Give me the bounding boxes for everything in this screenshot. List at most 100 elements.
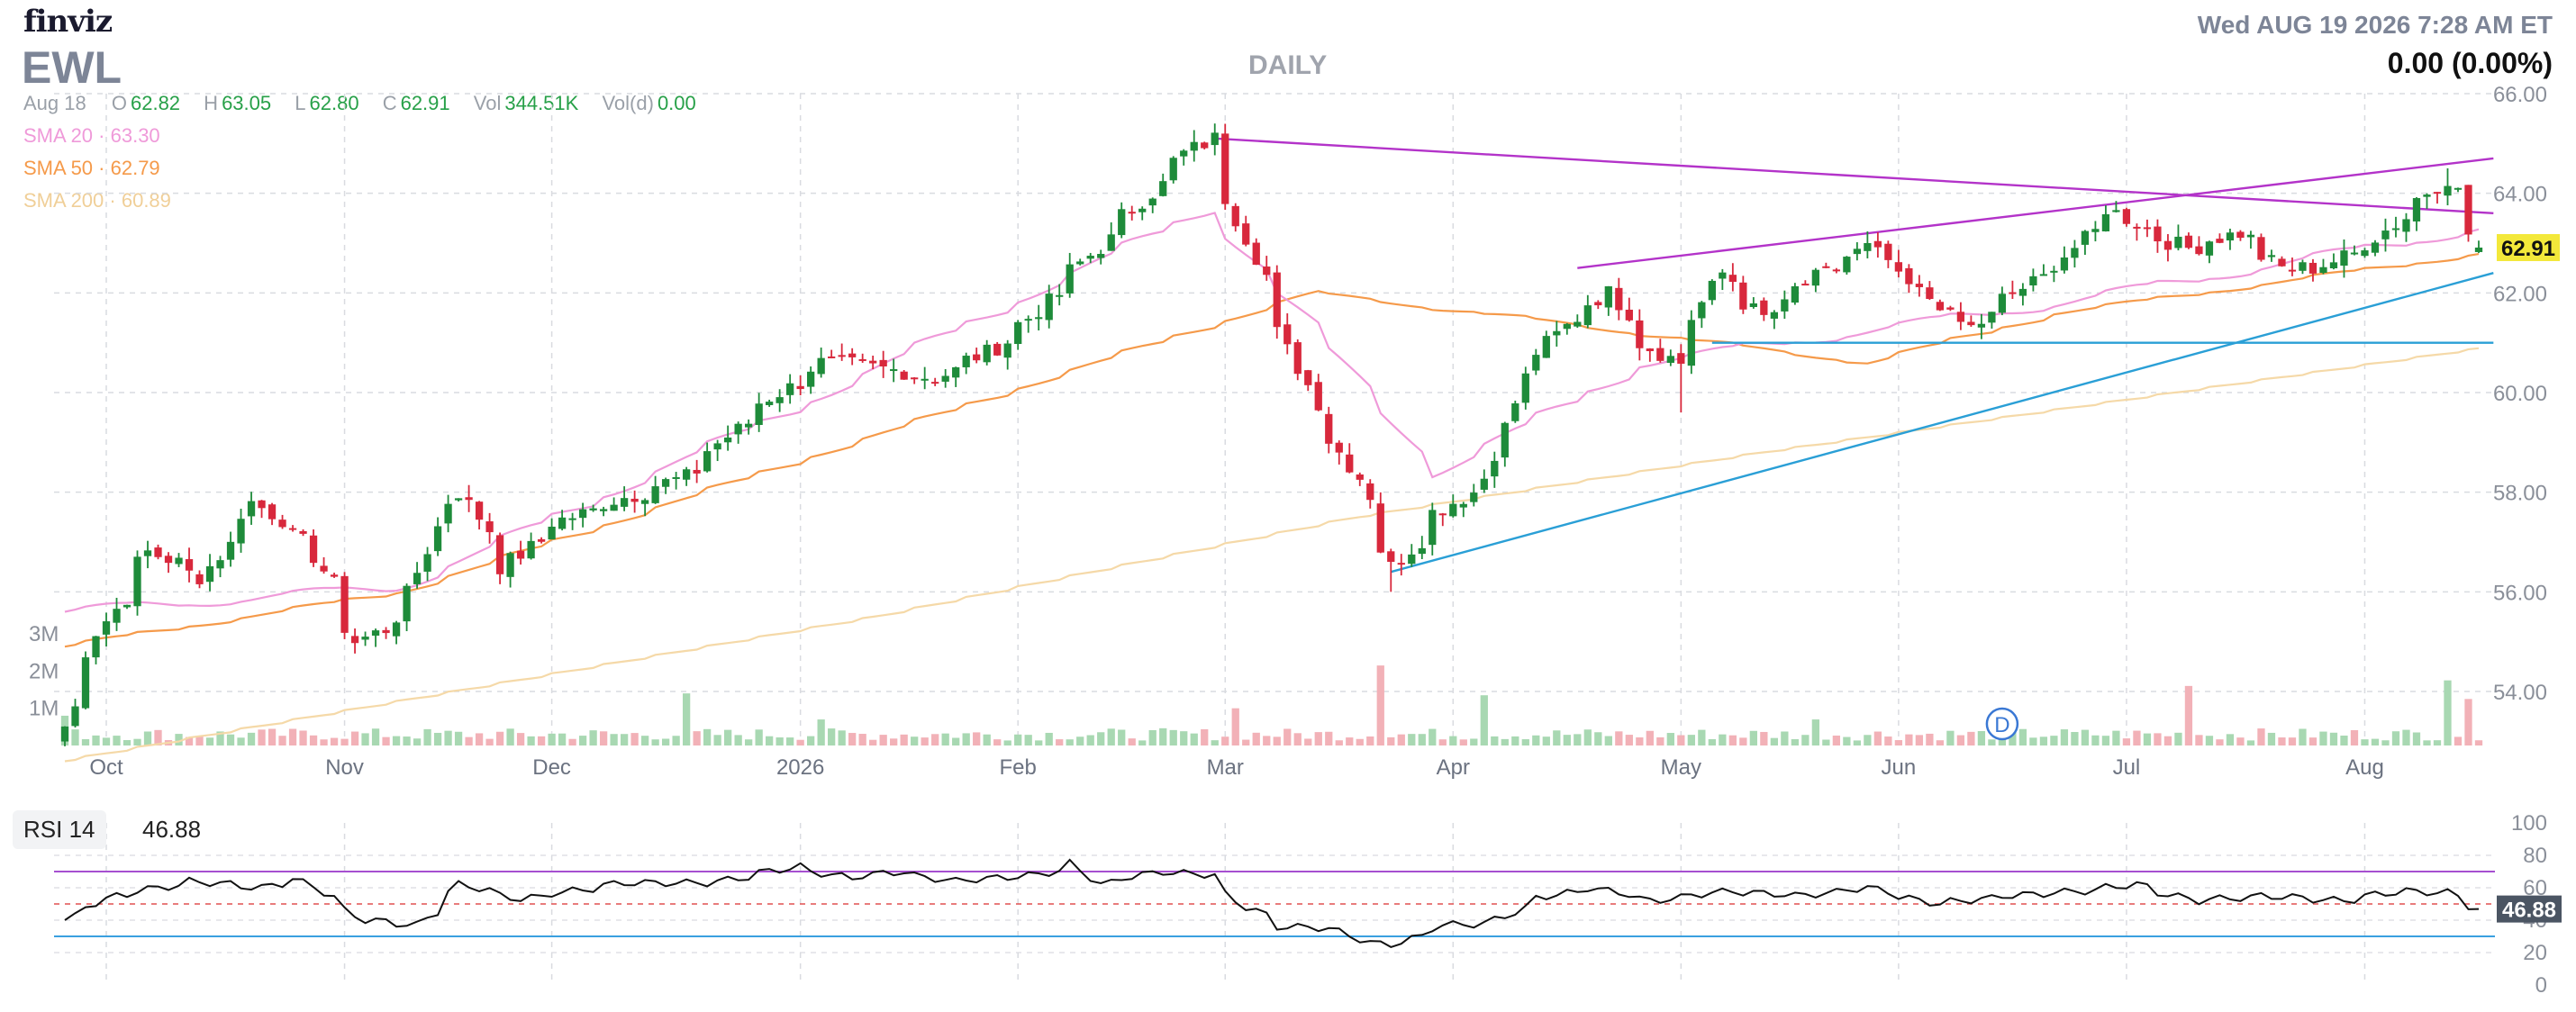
candle-body <box>527 540 535 559</box>
volume-tick-label: 1M <box>29 697 59 721</box>
candle-body <box>2340 250 2348 267</box>
ticker-symbol: EWL <box>22 42 122 93</box>
volume-bar <box>1138 740 1147 745</box>
volume-bar <box>2195 735 2203 745</box>
candle-body <box>2101 213 2110 231</box>
candle-body <box>1169 158 1177 181</box>
candle-body <box>122 604 132 608</box>
volume-bar <box>205 737 214 745</box>
last-price-tag: 62.91 <box>2501 237 2555 261</box>
candle-body <box>1677 353 1685 364</box>
candle-body <box>423 554 431 572</box>
candle-body <box>973 354 981 361</box>
candle-body <box>154 547 162 557</box>
volume-bar <box>807 736 815 745</box>
volume-bar <box>1636 736 1644 745</box>
volume-bar <box>2474 740 2483 745</box>
sma50-label: SMA 50 <box>23 157 94 179</box>
candle-body <box>1045 294 1053 321</box>
candle-body <box>1770 312 1778 319</box>
candle-body <box>599 509 608 511</box>
candle-body <box>1056 294 1064 297</box>
candle-body <box>2329 262 2338 268</box>
volume-bar <box>1325 731 1333 745</box>
volume-bar <box>2184 685 2193 745</box>
volume-bar <box>226 734 235 745</box>
candle-body <box>2444 185 2452 196</box>
volume-bar <box>1946 730 1955 745</box>
open-value: 62.82 <box>130 92 181 114</box>
volume-bar <box>1843 736 1851 745</box>
volume-bar <box>1056 739 1064 745</box>
chart-period[interactable]: DAILY <box>1248 50 1328 80</box>
price-tick-label: 54.00 <box>2493 681 2547 705</box>
candle-body <box>578 509 587 519</box>
time-tick-label: Dec <box>532 755 571 780</box>
candle-body <box>1532 355 1540 371</box>
candle-body <box>1698 302 1706 319</box>
candle-body <box>1791 285 1799 303</box>
volume-bar <box>1770 737 1778 745</box>
volume-bar <box>578 736 587 745</box>
volume-bar <box>610 734 618 745</box>
volume-bar <box>527 736 535 745</box>
volume-bar <box>734 735 742 745</box>
candle-body <box>983 344 991 363</box>
volume-bar <box>817 719 825 745</box>
candle-body <box>1429 510 1437 546</box>
rsi-panel: 10080604020046.88 <box>54 811 2562 998</box>
volume-bar <box>1905 734 1913 745</box>
volume-bar <box>703 728 712 745</box>
volume-bar <box>1470 738 1478 745</box>
price-tick-label: 64.00 <box>2493 183 2547 207</box>
market-datetime: Wed AUG 19 2026 7:28 AM ET <box>2197 11 2553 39</box>
volume-bar <box>288 728 297 745</box>
volume-bar <box>848 733 857 745</box>
volume-bar <box>723 729 732 745</box>
volume-bar <box>309 735 318 745</box>
candle-body <box>1314 382 1322 411</box>
rsi-label[interactable]: RSI 14 <box>13 810 106 849</box>
candle-body <box>1128 212 1136 214</box>
volume-bar <box>2236 737 2245 745</box>
candle-body <box>268 504 277 520</box>
volume-bar <box>1263 736 1271 745</box>
volume-bar <box>1408 734 1416 745</box>
volume-bar <box>1501 738 1509 745</box>
candle-body <box>817 357 825 375</box>
dividend-marker-label: D <box>1994 713 2009 737</box>
volume-bar <box>2340 736 2348 745</box>
candle-body <box>1521 373 1529 403</box>
candle-body <box>382 629 390 634</box>
finviz-logo[interactable]: finviz <box>23 4 113 40</box>
volume-bar <box>268 728 277 745</box>
price-tick-label: 60.00 <box>2493 382 2547 406</box>
volume-bar <box>1438 739 1447 745</box>
volume-bar <box>1542 736 1550 745</box>
candle-body <box>2050 270 2058 273</box>
sma20-legend[interactable]: SMA 20 · 63.30 <box>23 124 160 147</box>
volume-bar <box>900 734 908 745</box>
volume-bar <box>993 739 1002 745</box>
candle-body <box>568 518 576 520</box>
candle-body <box>1574 321 1582 327</box>
volume-bar <box>1491 736 1499 745</box>
volume-bar <box>838 730 846 745</box>
volume-bar <box>828 728 836 745</box>
volume-bar <box>2101 736 2110 745</box>
candle-body <box>1563 323 1571 330</box>
volume-bar <box>1314 732 1322 745</box>
volume-bar <box>2039 736 2048 745</box>
candle-body <box>392 622 401 637</box>
volume-bar <box>185 736 194 745</box>
volume-bar <box>1159 727 1167 745</box>
sma50-legend[interactable]: SMA 50 · 62.79 <box>23 157 160 179</box>
candle-body <box>734 423 742 435</box>
volume-bar <box>1066 739 1074 745</box>
volume-bar <box>1666 733 1674 745</box>
candle-body <box>2133 226 2141 229</box>
candle-body <box>620 498 629 507</box>
volume-bar <box>2050 736 2058 745</box>
volume-bar <box>71 729 79 745</box>
